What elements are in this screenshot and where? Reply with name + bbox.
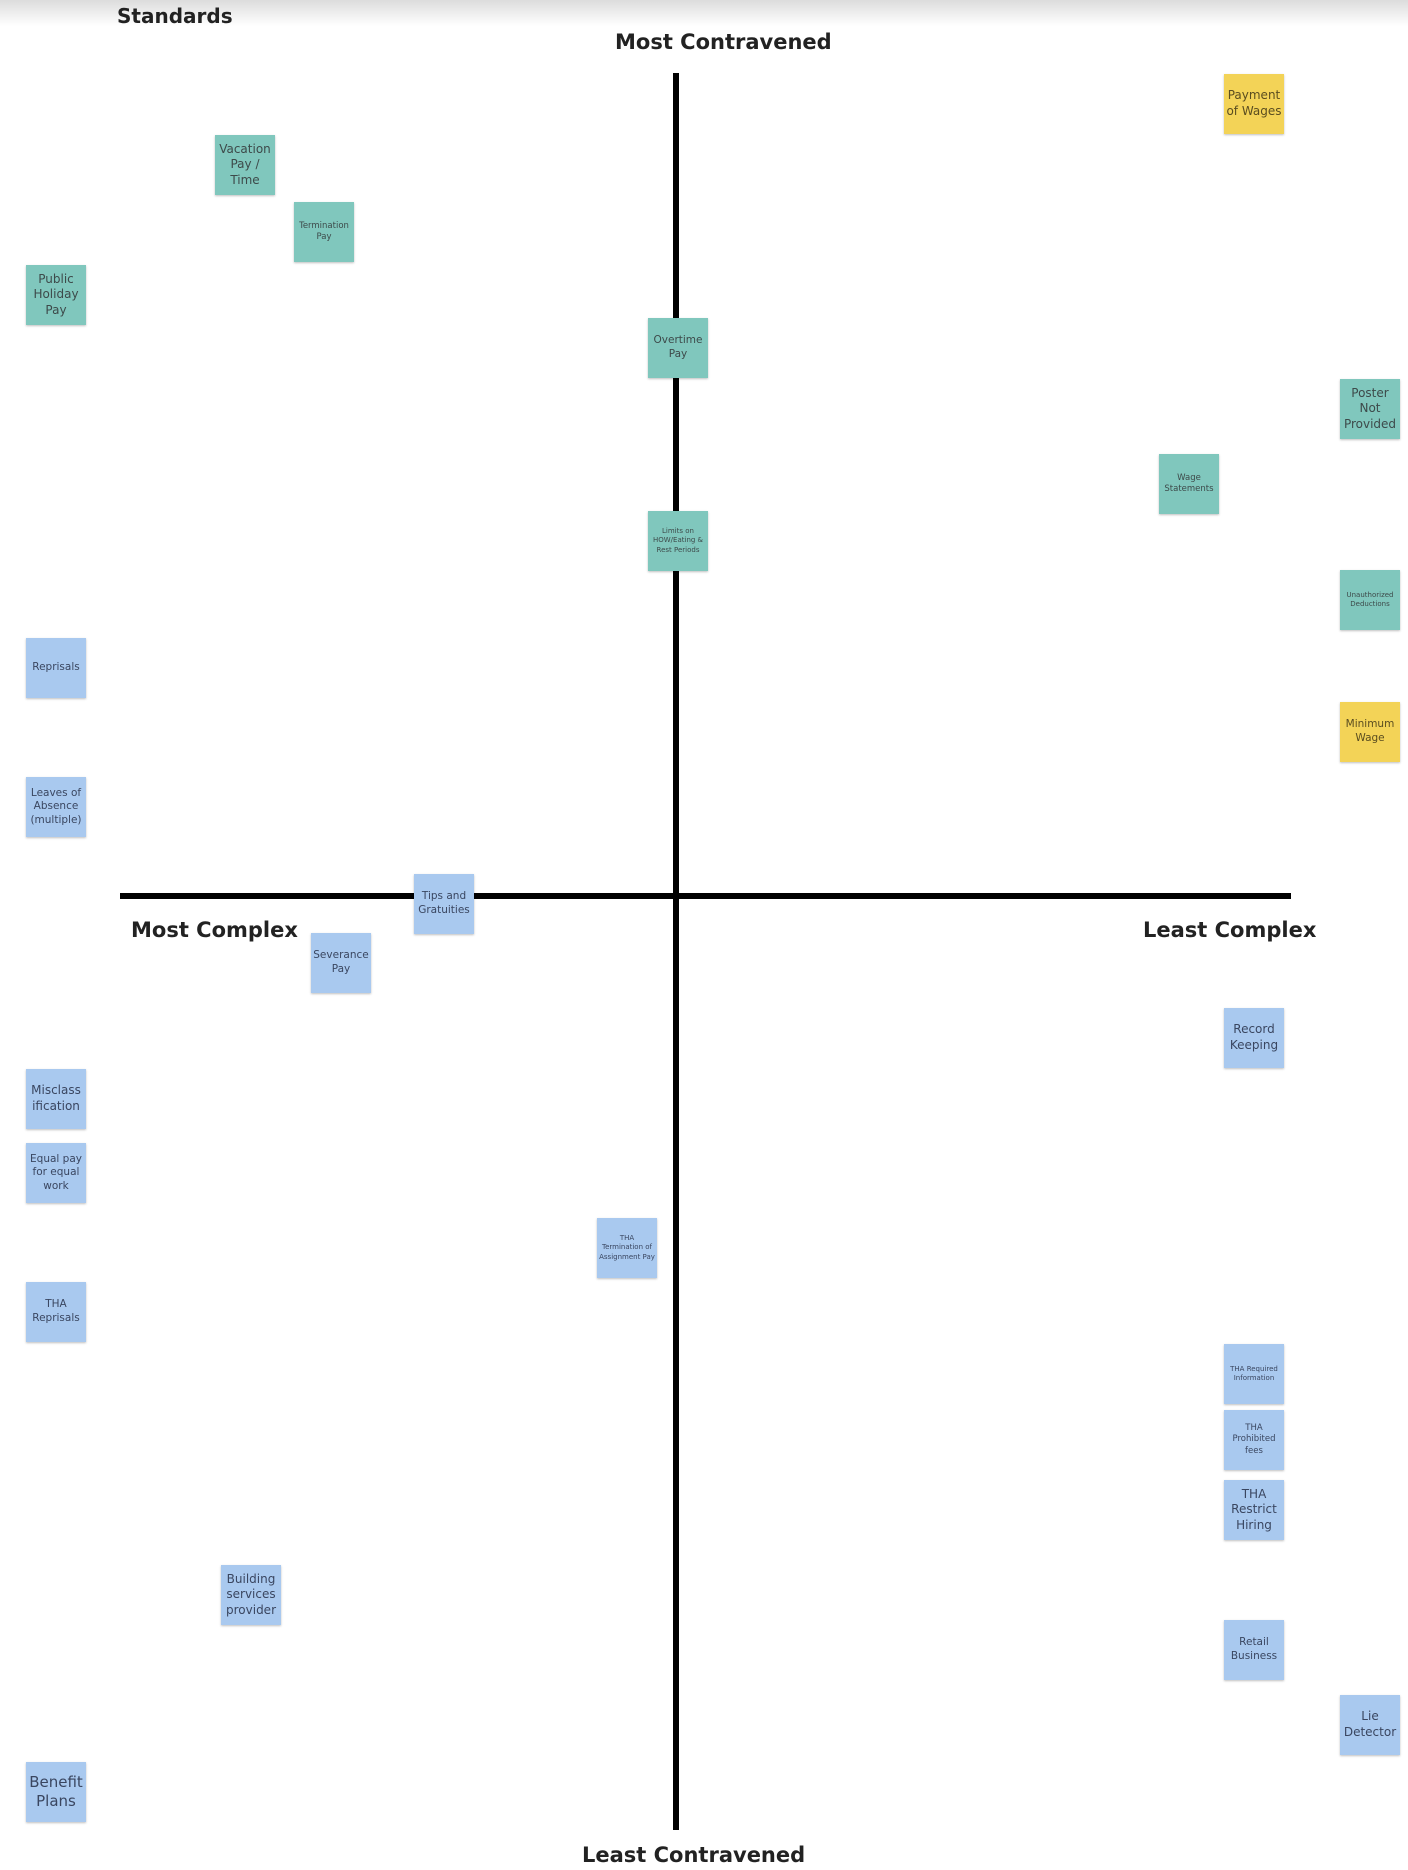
sticky-note-unauthorized-deductions[interactable]: Unauthorized Deductions [1340, 570, 1400, 630]
sticky-note-benefit-plans[interactable]: Benefit Plans [26, 1762, 86, 1822]
sticky-note-equal-pay[interactable]: Equal pay for equal work [26, 1143, 86, 1203]
board-title: Standards [117, 4, 233, 28]
sticky-note-lie-detector[interactable]: Lie Detector [1340, 1695, 1400, 1755]
sticky-note-reprisals[interactable]: Reprisals [26, 638, 86, 698]
sticky-note-record-keeping[interactable]: Record Keeping [1224, 1008, 1284, 1068]
sticky-note-poster-not-provided[interactable]: Poster Not Provided [1340, 379, 1400, 439]
axis-label-bottom: Least Contravened [582, 1843, 806, 1867]
axis-label-left: Most Complex [131, 918, 298, 942]
sticky-note-public-holiday-pay[interactable]: Public Holiday Pay [26, 265, 86, 325]
axis-label-right: Least Complex [1143, 918, 1317, 942]
sticky-note-misclassification[interactable]: Misclass ification [26, 1069, 86, 1129]
vertical-axis [673, 73, 679, 1830]
sticky-note-leaves-of-absence[interactable]: Leaves of Absence (multiple) [26, 777, 86, 837]
sticky-note-tha-reprisals[interactable]: THA Reprisals [26, 1282, 86, 1342]
sticky-note-building-services-provider[interactable]: Building services provider [221, 1565, 281, 1625]
sticky-note-tha-termination[interactable]: THA Termination of Assignment Pay [597, 1218, 657, 1278]
sticky-note-limits-on-how[interactable]: Limits on HOW/Eating & Rest Periods [648, 511, 708, 571]
sticky-note-tha-prohibited-fees[interactable]: THA Prohibited fees [1224, 1410, 1284, 1470]
sticky-note-tha-required-information[interactable]: THA Required Information [1224, 1344, 1284, 1404]
top-shade [0, 0, 1408, 26]
horizontal-axis [120, 893, 1291, 899]
sticky-note-overtime-pay[interactable]: Overtime Pay [648, 318, 708, 378]
sticky-note-wage-statements[interactable]: Wage Statements [1159, 454, 1219, 514]
sticky-note-tha-restrict-hiring[interactable]: THA Restrict Hiring [1224, 1480, 1284, 1540]
sticky-note-retail-business[interactable]: Retail Business [1224, 1620, 1284, 1680]
sticky-note-minimum-wage[interactable]: Minimum Wage [1340, 702, 1400, 762]
axis-label-top: Most Contravened [615, 30, 832, 54]
sticky-note-vacation-pay[interactable]: Vacation Pay / Time [215, 135, 275, 195]
sticky-note-payment-of-wages[interactable]: Payment of Wages [1224, 74, 1284, 134]
sticky-note-termination-pay[interactable]: Termination Pay [294, 202, 354, 262]
sticky-note-tips-and-gratuities[interactable]: Tips and Gratuities [414, 874, 474, 934]
sticky-note-severance-pay[interactable]: Severance Pay [311, 933, 371, 993]
